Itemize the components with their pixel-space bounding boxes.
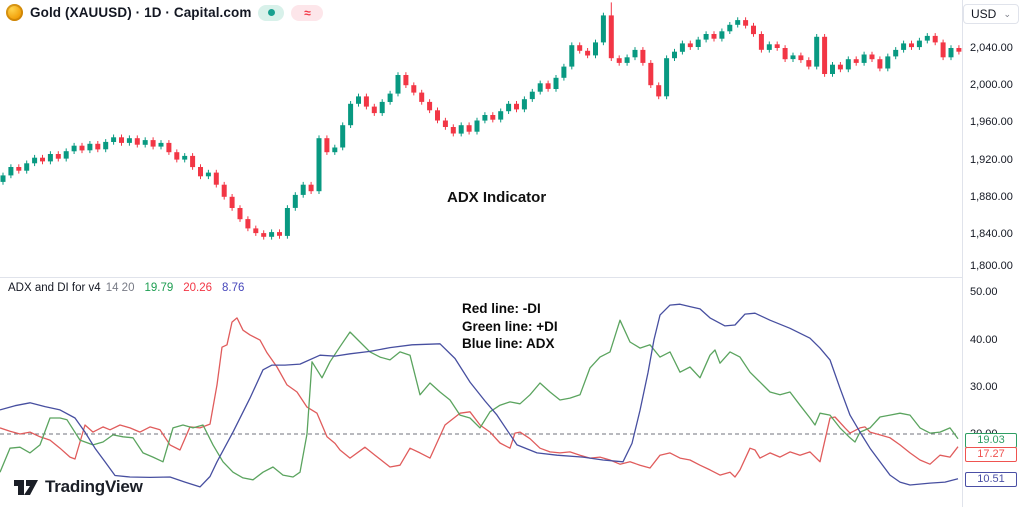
indicator-axis-label: 50.00 <box>970 286 998 299</box>
price-axis-label: 1,960.00 <box>970 116 1013 129</box>
minus-di-value: 20.26 <box>183 282 213 294</box>
price-axis-label: 1,840.00 <box>970 228 1013 240</box>
indicator-legend: Red line: -DI Green line: +DI Blue line:… <box>462 300 558 353</box>
chart-annotation: ADX Indicator <box>447 189 547 206</box>
indicator-params: 14 20 <box>105 282 135 294</box>
minus-di-last-badge: 17.27 <box>965 447 1017 462</box>
approx-price-pill[interactable]: ≈ <box>291 4 324 21</box>
indicator-title: ADX and DI for v4 <box>8 282 101 294</box>
currency-selector-button[interactable]: USD ⌄ <box>963 4 1019 24</box>
plus-di-value: 19.79 <box>144 282 174 294</box>
legend-line-blue: Blue line: ADX <box>462 336 555 351</box>
gold-coin-icon <box>6 4 23 21</box>
adx-last-badge: 10.51 <box>965 472 1017 487</box>
adx-value: 8.76 <box>222 282 245 294</box>
indicator-axis-label: 30.00 <box>970 380 998 393</box>
symbol-title[interactable]: Gold (XAUUSD) · 1D · Capital.com <box>30 5 252 20</box>
price-axis-label: 1,880.00 <box>970 190 1013 203</box>
indicator-axis-label: 40.00 <box>970 333 998 346</box>
legend-line-red: Red line: -DI <box>462 301 541 316</box>
price-axis[interactable]: 2,040.00 2,000.00 1,960.00 1,920.00 1,880.00… <box>962 0 1024 507</box>
price-axis-label: 1,800.00 <box>970 260 1013 272</box>
currency-label: USD <box>971 7 997 21</box>
tradingview-wordmark: TradingView <box>45 477 143 496</box>
legend-line-green: Green line: +DI <box>462 318 558 334</box>
tradingview-watermark[interactable]: TradingView <box>14 477 143 497</box>
market-status-pill[interactable] <box>258 4 285 21</box>
price-axis-label: 2,040.00 <box>970 42 1013 54</box>
chart-canvas[interactable] <box>0 0 962 507</box>
price-axis-label: 1,920.00 <box>970 153 1013 166</box>
market-open-dot-icon <box>267 9 275 16</box>
chevron-down-icon: ⌄ <box>1003 8 1011 19</box>
chart-legend-header: Gold (XAUUSD) · 1D · Capital.com ≈ <box>6 4 324 21</box>
plus-di-last-badge: 19.03 <box>965 433 1017 448</box>
tradingview-logo-icon <box>14 479 38 495</box>
indicator-header[interactable]: ADX and DI for v4 14 20 19.79 20.26 8.76 <box>8 282 244 294</box>
price-axis-label: 2,000.00 <box>970 79 1013 92</box>
panel-divider[interactable] <box>0 277 1024 278</box>
